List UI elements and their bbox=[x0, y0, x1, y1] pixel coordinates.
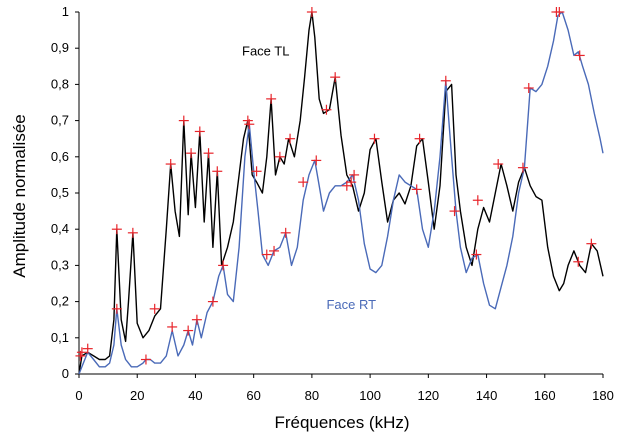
x-ticks: 0 20 40 60 80 100 120 140 160 180 bbox=[75, 374, 614, 403]
peak-marker bbox=[285, 133, 296, 144]
y-tick-label: 0,3 bbox=[51, 257, 69, 272]
peak-marker bbox=[183, 325, 194, 336]
peak-marker bbox=[167, 321, 178, 332]
peak-marker bbox=[449, 206, 460, 217]
peak-marker bbox=[472, 195, 483, 206]
y-tick-label: 0,8 bbox=[51, 76, 69, 91]
peak-marker bbox=[411, 184, 422, 195]
x-tick-label: 60 bbox=[246, 388, 260, 403]
peak-marker bbox=[298, 177, 309, 188]
peak-marker bbox=[111, 303, 122, 314]
series-lines bbox=[78, 11, 604, 375]
y-ticks: 0 0,1 0,2 0,3 0,4 0,5 0,6 0,7 0,8 0,9 1 bbox=[51, 4, 79, 381]
peak-markers bbox=[75, 7, 597, 365]
plot-area: 0 0,1 0,2 0,3 0,4 0,5 0,6 0,7 0,8 0,9 1 0 20 40 60 80 1… bbox=[51, 4, 614, 403]
peak-marker bbox=[574, 50, 585, 61]
peak-marker bbox=[471, 249, 482, 260]
y-axis-title: Amplitude normalisée bbox=[10, 114, 29, 277]
x-tick-label: 0 bbox=[75, 388, 82, 403]
peak-marker bbox=[369, 133, 380, 144]
peak-marker bbox=[165, 159, 176, 170]
peak-marker bbox=[82, 343, 93, 354]
peak-marker bbox=[261, 249, 272, 260]
peak-marker bbox=[523, 83, 534, 94]
peak-marker bbox=[266, 93, 277, 104]
y-tick-label: 0,4 bbox=[51, 221, 69, 236]
peak-marker bbox=[493, 159, 504, 170]
peak-marker bbox=[140, 354, 151, 365]
peak-marker bbox=[349, 169, 360, 180]
y-tick-label: 0,1 bbox=[51, 330, 69, 345]
y-tick-label: 1 bbox=[62, 4, 69, 19]
y-tick-label: 0 bbox=[62, 366, 69, 381]
peak-marker bbox=[127, 227, 138, 238]
peak-marker bbox=[203, 148, 214, 159]
peak-marker bbox=[212, 166, 223, 177]
series-label-face-tl: Face TL bbox=[242, 43, 289, 58]
x-tick-label: 140 bbox=[476, 388, 498, 403]
y-tick-label: 0,2 bbox=[51, 294, 69, 309]
peak-marker bbox=[586, 238, 597, 249]
peak-marker bbox=[321, 104, 332, 115]
y-tick-label: 0,9 bbox=[51, 40, 69, 55]
series-line-face-rt bbox=[78, 11, 604, 375]
peak-marker bbox=[280, 227, 291, 238]
peak-marker bbox=[330, 72, 341, 83]
peak-marker bbox=[274, 151, 285, 162]
peak-marker bbox=[186, 148, 197, 159]
x-tick-label: 20 bbox=[130, 388, 144, 403]
x-tick-label: 160 bbox=[534, 388, 556, 403]
x-tick-label: 80 bbox=[305, 388, 319, 403]
peak-marker bbox=[218, 260, 229, 271]
y-tick-label: 0,5 bbox=[51, 185, 69, 200]
annotations: Face TL Face RT bbox=[242, 43, 376, 311]
x-tick-label: 100 bbox=[359, 388, 381, 403]
x-tick-label: 120 bbox=[417, 388, 439, 403]
peak-marker bbox=[207, 296, 218, 307]
series-line-face-tl bbox=[78, 11, 604, 375]
peak-marker bbox=[149, 303, 160, 314]
peak-marker bbox=[346, 177, 357, 188]
y-tick-label: 0,6 bbox=[51, 149, 69, 164]
peak-marker bbox=[554, 7, 565, 17]
peak-marker bbox=[269, 245, 280, 256]
peak-marker bbox=[244, 119, 255, 130]
series-label-face-rt: Face RT bbox=[326, 297, 376, 312]
peak-marker bbox=[440, 75, 451, 86]
peak-marker bbox=[251, 166, 262, 177]
peak-marker bbox=[311, 155, 322, 166]
peak-marker bbox=[414, 133, 425, 144]
peak-marker bbox=[178, 115, 189, 126]
peak-marker bbox=[194, 126, 205, 137]
peak-marker bbox=[306, 7, 317, 17]
x-tick-label: 180 bbox=[592, 388, 614, 403]
x-tick-label: 40 bbox=[188, 388, 202, 403]
peak-marker bbox=[517, 162, 528, 173]
x-axis-title: Fréquences (kHz) bbox=[274, 413, 409, 432]
peak-marker bbox=[573, 256, 584, 267]
peak-marker bbox=[76, 347, 87, 358]
peak-marker bbox=[111, 224, 122, 235]
peak-marker bbox=[191, 314, 202, 325]
y-tick-label: 0,7 bbox=[51, 113, 69, 128]
